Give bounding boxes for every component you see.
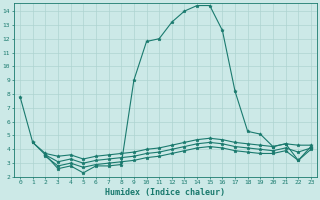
X-axis label: Humidex (Indice chaleur): Humidex (Indice chaleur) bbox=[106, 188, 226, 197]
